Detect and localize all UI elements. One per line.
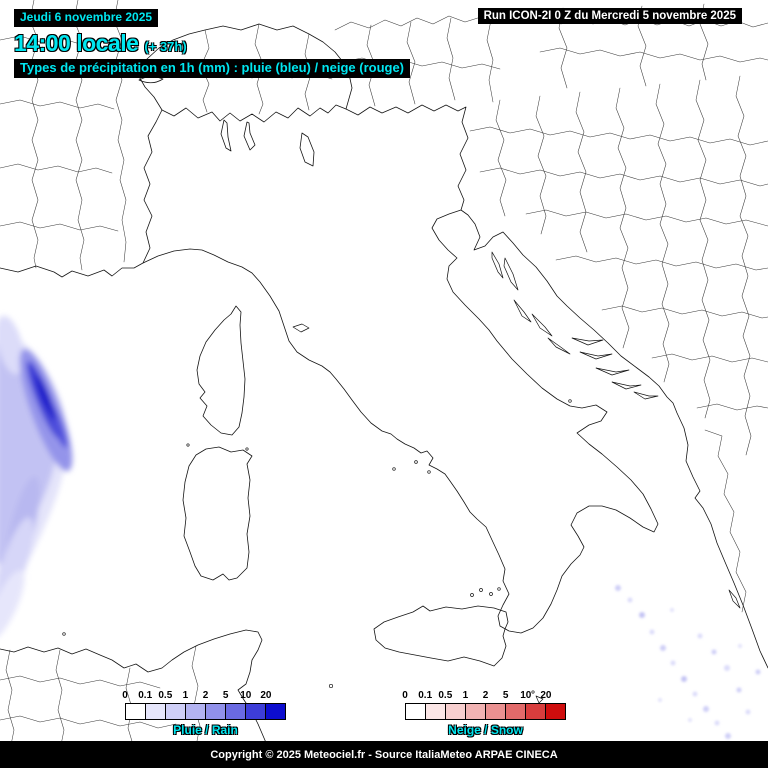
islands-layer <box>62 251 741 704</box>
date-label: Jeudi 6 novembre 2025 <box>14 9 159 27</box>
snow-legend: 0 0.1 0.5 1 2 5 10 20 Neige / Snow <box>402 690 566 737</box>
lake-maggiore <box>220 119 232 152</box>
snow-legend-ticks: 0 0.1 0.5 1 2 5 10 20 <box>395 690 556 702</box>
legend-tick: 1 <box>462 690 469 701</box>
precipitation-rain-layer <box>0 315 73 641</box>
rain-legend-label: Pluie / Rain <box>173 723 238 737</box>
legend-tick: 10 <box>240 690 252 701</box>
legend-tick: 20 <box>540 690 552 701</box>
precipitation-specks-layer <box>615 585 761 739</box>
legend-swatch <box>146 704 166 719</box>
header: Jeudi 6 novembre 2025 14:00 locale (+ 37h… <box>14 8 411 78</box>
legend-tick: 10 <box>520 690 532 701</box>
forecast-offset-label: (+ 37h) <box>144 38 187 54</box>
valid-time-row: 14:00 locale (+ 37h) <box>14 30 410 57</box>
legend-tick: 20 <box>260 690 272 701</box>
rain-legend-ticks: 0 0.1 0.5 1 2 5 10 20 <box>115 690 276 702</box>
legend-tick: 1 <box>182 690 189 701</box>
map-subtitle: Types de précipitation en 1h (mm) : plui… <box>14 58 411 78</box>
rain-legend-bar <box>125 703 286 720</box>
legend-swatch <box>246 704 266 719</box>
valid-time-label: 14:00 locale <box>14 29 139 56</box>
legend-swatch <box>406 704 426 719</box>
rain-legend: 0 0.1 0.5 1 2 5 10 20 Pluie / Rain <box>122 690 286 737</box>
legend-tick: 0.1 <box>418 690 433 701</box>
legend-tick: 5 <box>502 690 509 701</box>
border-alps <box>161 104 469 211</box>
lake-como <box>243 121 256 151</box>
border-france-italy <box>142 109 163 264</box>
legend-swatch <box>126 704 146 719</box>
legend-swatch <box>426 704 446 719</box>
legend-swatch <box>226 704 246 719</box>
legend-swatch <box>166 704 186 719</box>
run-info-label: Run ICON-2I 0 Z du Mercredi 5 novembre 2… <box>477 8 742 24</box>
legend-swatch <box>446 704 466 719</box>
legend-swatch <box>266 704 285 719</box>
legend-tick: 0 <box>122 690 128 701</box>
legend-swatch <box>526 704 546 719</box>
legend-tick: 0.5 <box>438 690 453 701</box>
legend-swatch <box>486 704 506 719</box>
coastline-corsica <box>196 305 246 436</box>
coastline-sardinia <box>182 446 253 581</box>
legend-tick: 5 <box>222 690 229 701</box>
snow-legend-bar <box>405 703 566 720</box>
coastline-tunisia <box>0 629 275 768</box>
legend-tick: 0.5 <box>158 690 173 701</box>
legend-swatch <box>546 704 565 719</box>
legend-swatch <box>206 704 226 719</box>
coastline-italy <box>0 209 768 669</box>
legend-tick: 0 <box>402 690 408 701</box>
legend-swatch <box>506 704 526 719</box>
legend-tick: 2 <box>202 690 209 701</box>
copyright-bar: Copyright © 2025 Meteociel.fr - Source I… <box>0 741 768 768</box>
legend-tick: 2 <box>482 690 489 701</box>
snow-legend-label: Neige / Snow <box>448 723 523 737</box>
coastline-sicily <box>373 605 509 667</box>
copyright-text: Copyright © 2025 Meteociel.fr - Source I… <box>210 748 558 761</box>
legend-swatch <box>466 704 486 719</box>
legend-swatch <box>186 704 206 719</box>
lake-garda <box>299 132 315 167</box>
legend-tick: 0.1 <box>138 690 153 701</box>
